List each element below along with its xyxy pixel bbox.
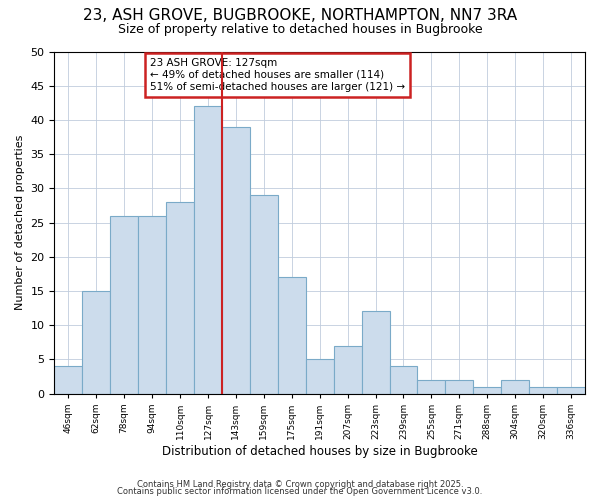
Bar xyxy=(110,216,138,394)
X-axis label: Distribution of detached houses by size in Bugbrooke: Distribution of detached houses by size … xyxy=(162,444,478,458)
Bar xyxy=(166,202,194,394)
Bar xyxy=(55,366,82,394)
Bar xyxy=(418,380,445,394)
Text: Contains HM Land Registry data © Crown copyright and database right 2025.: Contains HM Land Registry data © Crown c… xyxy=(137,480,463,489)
Text: 23, ASH GROVE, BUGBROOKE, NORTHAMPTON, NN7 3RA: 23, ASH GROVE, BUGBROOKE, NORTHAMPTON, N… xyxy=(83,8,517,22)
Bar xyxy=(473,386,501,394)
Bar xyxy=(138,216,166,394)
Bar xyxy=(529,386,557,394)
Bar xyxy=(557,386,585,394)
Bar xyxy=(194,106,222,394)
Bar xyxy=(389,366,418,394)
Bar xyxy=(334,346,362,394)
Text: 23 ASH GROVE: 127sqm
← 49% of detached houses are smaller (114)
51% of semi-deta: 23 ASH GROVE: 127sqm ← 49% of detached h… xyxy=(150,58,405,92)
Text: Size of property relative to detached houses in Bugbrooke: Size of property relative to detached ho… xyxy=(118,22,482,36)
Bar xyxy=(362,312,389,394)
Y-axis label: Number of detached properties: Number of detached properties xyxy=(15,135,25,310)
Bar xyxy=(250,195,278,394)
Bar xyxy=(445,380,473,394)
Text: Contains public sector information licensed under the Open Government Licence v3: Contains public sector information licen… xyxy=(118,487,482,496)
Bar xyxy=(501,380,529,394)
Bar xyxy=(306,360,334,394)
Bar xyxy=(222,126,250,394)
Bar xyxy=(82,291,110,394)
Bar xyxy=(278,277,306,394)
